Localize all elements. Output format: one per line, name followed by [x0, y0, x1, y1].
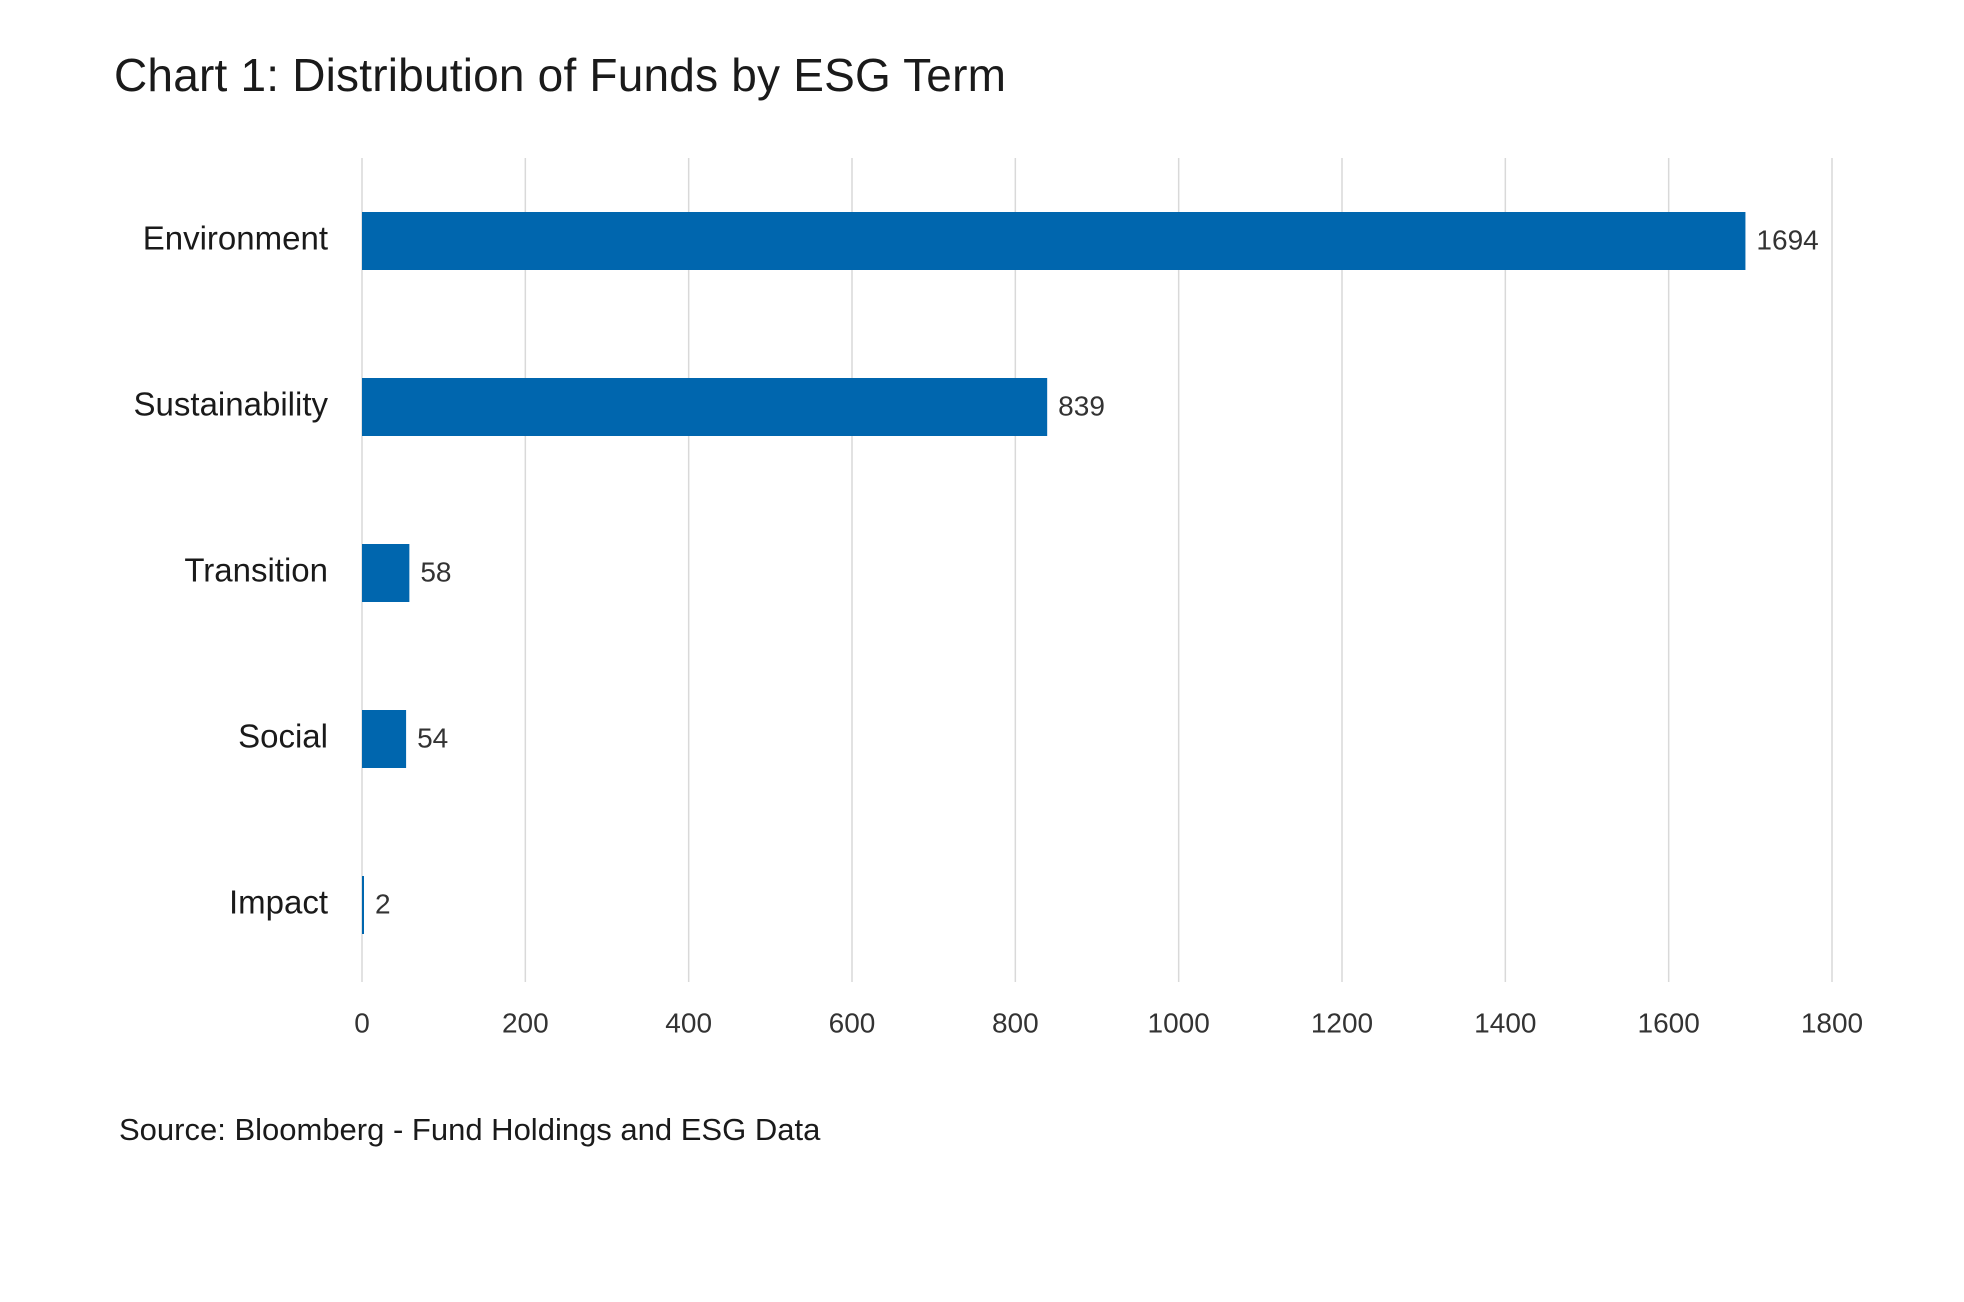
x-tick-label: 400: [665, 1007, 712, 1038]
bar: [362, 378, 1048, 436]
chart-source: Source: Bloomberg - Fund Holdings and ES…: [119, 1112, 821, 1147]
gridlines: [361, 158, 1833, 982]
x-tick-label: 200: [502, 1007, 549, 1038]
chart-title: Chart 1: Distribution of Funds by ESG Te…: [114, 49, 1007, 101]
x-tick-label: 600: [829, 1007, 876, 1038]
category-label: Social: [238, 718, 328, 755]
data-label: 54: [417, 722, 448, 753]
category-label: Transition: [184, 552, 328, 589]
x-tick-label: 1200: [1311, 1007, 1373, 1038]
category-label: Sustainability: [134, 386, 329, 423]
x-tick-label: 1600: [1638, 1007, 1700, 1038]
bars: [362, 212, 1746, 934]
bar: [362, 876, 364, 934]
data-labels: 1694 839 58 54 2: [375, 224, 1819, 919]
x-tick-label: 1800: [1801, 1007, 1863, 1038]
data-label: 1694: [1756, 224, 1818, 255]
category-label: Impact: [229, 884, 328, 921]
data-label: 58: [420, 556, 451, 587]
x-axis-ticks: 0 200 400 600 800 1000 1200 1400 1600 1800: [354, 1007, 1863, 1038]
data-label: 2: [375, 888, 391, 919]
x-tick-label: 0: [354, 1007, 370, 1038]
x-tick-label: 1400: [1474, 1007, 1536, 1038]
x-tick-label: 800: [992, 1007, 1039, 1038]
data-label: 839: [1058, 390, 1105, 421]
bar: [362, 212, 1746, 270]
bar: [362, 544, 410, 602]
category-labels: Environment Sustainability Transition Socia…: [134, 220, 329, 921]
bar: [362, 710, 407, 768]
category-label: Environment: [143, 220, 328, 257]
x-tick-label: 1000: [1148, 1007, 1210, 1038]
